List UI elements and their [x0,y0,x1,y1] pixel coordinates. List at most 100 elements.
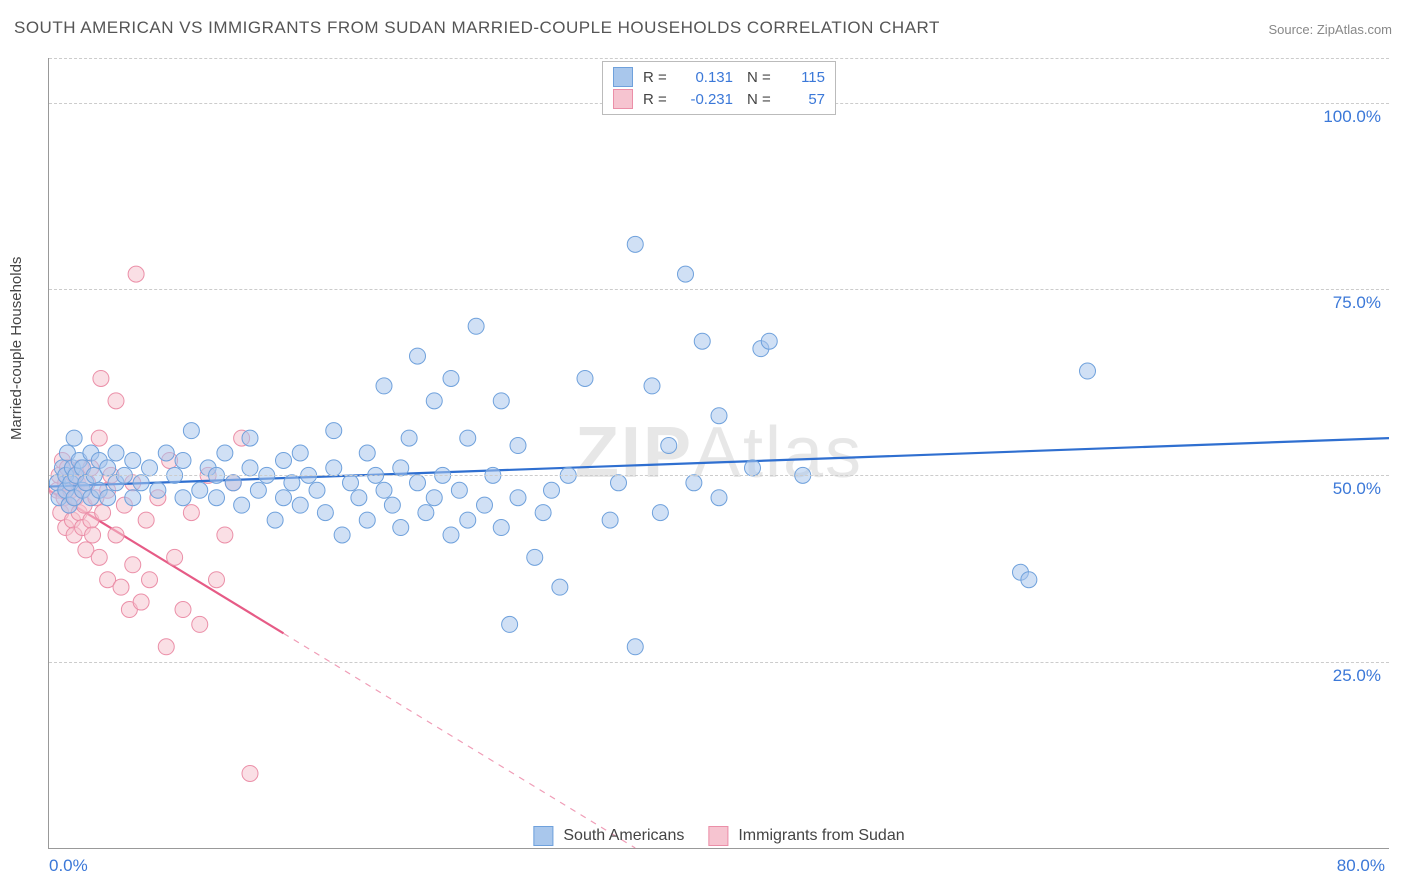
stats-row-sa: R = 0.131 N = 115 [613,66,825,88]
stats-legend-box: R = 0.131 N = 115 R = -0.231 N = 57 [602,61,836,115]
data-point-sa [694,333,710,349]
n-value-su: 57 [785,91,825,108]
data-point-sa [627,639,643,655]
data-point-sa [142,460,158,476]
x-tick-label: 0.0% [49,856,88,876]
data-point-sa [410,475,426,491]
n-label: N = [747,91,779,108]
data-point-su [142,572,158,588]
data-point-su [93,370,109,386]
data-point-sa [451,482,467,498]
data-point-sa [602,512,618,528]
data-point-sa [276,452,292,468]
data-point-su [242,765,258,781]
data-point-sa [644,378,660,394]
gridline [49,662,1389,663]
y-tick-label: 100.0% [1323,107,1381,127]
data-point-su [183,505,199,521]
data-point-sa [686,475,702,491]
data-point-sa [460,430,476,446]
data-point-sa [309,482,325,498]
data-point-su [85,527,101,543]
data-point-su [113,579,129,595]
y-axis-label: Married-couple Households [8,257,25,440]
data-point-sa [418,505,434,521]
source-label: Source: ZipAtlas.com [1268,22,1392,37]
data-point-sa [376,482,392,498]
plot-svg [49,58,1389,848]
data-point-sa [125,490,141,506]
data-point-sa [292,445,308,461]
data-point-su [95,505,111,521]
data-point-sa [209,490,225,506]
y-tick-label: 50.0% [1333,479,1381,499]
trend-line-dashed-su [284,633,636,848]
data-point-sa [359,512,375,528]
x-tick-label: 80.0% [1337,856,1385,876]
data-point-sa [510,438,526,454]
data-point-su [209,572,225,588]
data-point-sa [108,445,124,461]
data-point-sa [100,490,116,506]
chart-title: SOUTH AMERICAN VS IMMIGRANTS FROM SUDAN … [14,18,940,38]
data-point-sa [527,549,543,565]
data-point-sa [493,393,509,409]
data-point-su [91,430,107,446]
data-point-sa [359,445,375,461]
data-point-su [125,557,141,573]
data-point-sa [460,512,476,528]
data-point-sa [284,475,300,491]
data-point-sa [326,423,342,439]
data-point-sa [376,378,392,394]
y-tick-label: 75.0% [1333,293,1381,313]
data-point-sa [384,497,400,513]
data-point-sa [192,482,208,498]
data-point-su [133,594,149,610]
data-point-sa [317,505,333,521]
r-label: R = [643,91,671,108]
data-point-sa [242,430,258,446]
data-point-su [108,393,124,409]
gridline [49,289,1389,290]
legend-swatch-sa [533,826,553,846]
data-point-sa [351,490,367,506]
data-point-sa [410,348,426,364]
data-point-sa [393,460,409,476]
data-point-sa [175,490,191,506]
data-point-su [192,616,208,632]
data-point-sa [761,333,777,349]
data-point-sa [711,490,727,506]
data-point-sa [133,475,149,491]
r-value-su: -0.231 [677,91,733,108]
data-point-sa [502,616,518,632]
legend-label-sa: South Americans [563,827,684,845]
data-point-sa [234,497,250,513]
n-value-sa: 115 [785,69,825,86]
data-point-su [128,266,144,282]
data-point-sa [242,460,258,476]
data-point-sa [443,370,459,386]
data-point-sa [276,490,292,506]
data-point-su [138,512,154,528]
data-point-sa [611,475,627,491]
data-point-sa [343,475,359,491]
y-tick-label: 25.0% [1333,666,1381,686]
plot-area: ZIPAtlas R = 0.131 N = 115 R = -0.231 N … [48,58,1389,849]
data-point-sa [468,318,484,334]
gridline [49,58,1389,59]
data-point-sa [217,445,233,461]
legend-item-su: Immigrants from Sudan [708,826,904,846]
data-point-sa [493,520,509,536]
data-point-sa [477,497,493,513]
data-point-sa [326,460,342,476]
data-point-su [217,527,233,543]
data-point-su [91,549,107,565]
swatch-sa [613,67,633,87]
data-point-su [108,527,124,543]
data-point-sa [535,505,551,521]
bottom-legend: South Americans Immigrants from Sudan [533,826,904,846]
data-point-sa [426,490,442,506]
data-point-sa [544,482,560,498]
data-point-sa [711,408,727,424]
data-point-sa [150,482,166,498]
